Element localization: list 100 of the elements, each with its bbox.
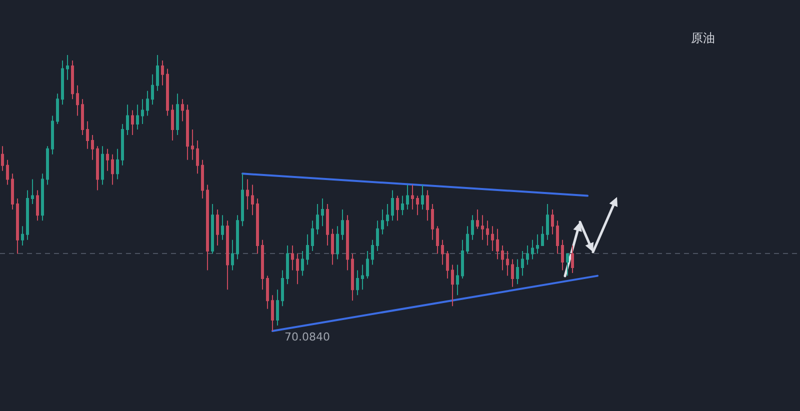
chart-title: 原油 xyxy=(691,31,715,45)
annotation: 70.0840 xyxy=(284,330,330,344)
candlestick xyxy=(386,204,389,227)
candlestick xyxy=(531,239,534,260)
candlestick xyxy=(126,104,129,136)
candlestick xyxy=(26,190,29,240)
candlestick xyxy=(471,214,474,240)
candlestick xyxy=(76,84,79,116)
candlestick xyxy=(406,184,409,210)
candlestick xyxy=(466,226,469,254)
candlestick xyxy=(496,228,499,260)
candlestick xyxy=(326,204,329,246)
candlestick xyxy=(346,214,349,271)
candlestick xyxy=(566,253,569,276)
candlestick xyxy=(396,195,399,222)
candlestick xyxy=(266,275,269,310)
candlestick xyxy=(431,204,434,240)
candlestick xyxy=(526,244,529,266)
candlestick xyxy=(521,250,524,276)
candlestick xyxy=(516,258,519,285)
candlestick xyxy=(176,93,179,136)
candlestick xyxy=(241,173,244,227)
candlestick xyxy=(381,209,384,235)
candlestick xyxy=(476,209,479,230)
candlestick xyxy=(51,115,54,155)
candlestick xyxy=(351,253,354,302)
candlestick xyxy=(301,250,304,276)
candlestick xyxy=(271,294,274,332)
candlestick xyxy=(306,234,309,266)
candlestick xyxy=(401,195,404,216)
candlestick xyxy=(21,226,24,246)
candlestick xyxy=(101,146,104,186)
candlestick xyxy=(6,159,9,186)
candlestick xyxy=(536,234,539,254)
candlestick xyxy=(251,184,254,216)
candlestick xyxy=(511,258,514,288)
candlestick xyxy=(421,184,424,210)
candlestick xyxy=(171,104,174,142)
candlestick xyxy=(446,250,449,280)
candlestick xyxy=(121,124,124,166)
candlestick xyxy=(161,60,164,86)
candlestick xyxy=(286,244,289,285)
candlestick xyxy=(136,104,139,130)
candlestick xyxy=(36,190,39,222)
candlestick xyxy=(461,239,464,280)
candlestick xyxy=(46,146,49,186)
candlestick xyxy=(506,250,509,276)
candlestick xyxy=(486,220,489,246)
candlestick xyxy=(191,129,194,160)
candlestick xyxy=(436,226,439,254)
candlestick xyxy=(181,98,184,122)
candlestick xyxy=(186,104,189,160)
candlestick xyxy=(226,220,229,290)
candlestick xyxy=(146,90,149,116)
candlestick xyxy=(71,60,74,100)
candlestick xyxy=(416,195,419,216)
candlestick xyxy=(201,159,204,200)
candlestick xyxy=(411,184,414,210)
candlestick xyxy=(561,239,564,271)
candlestick xyxy=(96,146,99,191)
candlestick xyxy=(336,226,339,260)
candlestick xyxy=(281,270,284,307)
candlestick xyxy=(66,54,69,80)
candlestick xyxy=(61,60,64,106)
candlestick xyxy=(1,146,4,172)
candlestick xyxy=(166,68,169,116)
candlestick xyxy=(551,209,554,235)
candlestick xyxy=(311,220,314,252)
candlestick xyxy=(321,198,324,227)
candlestick xyxy=(491,226,494,252)
candlestick xyxy=(541,226,544,246)
candlestick xyxy=(211,204,214,254)
candlestick xyxy=(81,98,84,136)
candlestick xyxy=(391,190,394,222)
candlestick xyxy=(426,190,429,222)
candlestick xyxy=(41,173,44,222)
candlestick xyxy=(356,270,359,296)
candlestick xyxy=(371,239,374,266)
candlestick xyxy=(86,120,89,150)
candlestick xyxy=(291,244,294,271)
candlestick xyxy=(156,54,159,92)
candlestick xyxy=(31,178,34,205)
candlestick xyxy=(441,239,444,266)
candlestick xyxy=(331,228,334,266)
candlestick xyxy=(196,140,199,174)
candlestick xyxy=(206,184,209,271)
candlestick xyxy=(246,178,249,210)
candlestick xyxy=(106,148,109,172)
candlestick xyxy=(366,250,369,280)
candlestick xyxy=(316,204,319,235)
candlestick xyxy=(451,264,454,307)
candlestick xyxy=(236,214,239,260)
candlestick xyxy=(216,209,219,246)
candlestick xyxy=(296,253,299,285)
candlestick xyxy=(131,110,134,136)
candlestick xyxy=(256,198,259,254)
candlestick xyxy=(481,214,484,240)
candlestick xyxy=(456,264,459,296)
candlestick xyxy=(56,93,59,124)
candlestick xyxy=(111,154,114,186)
